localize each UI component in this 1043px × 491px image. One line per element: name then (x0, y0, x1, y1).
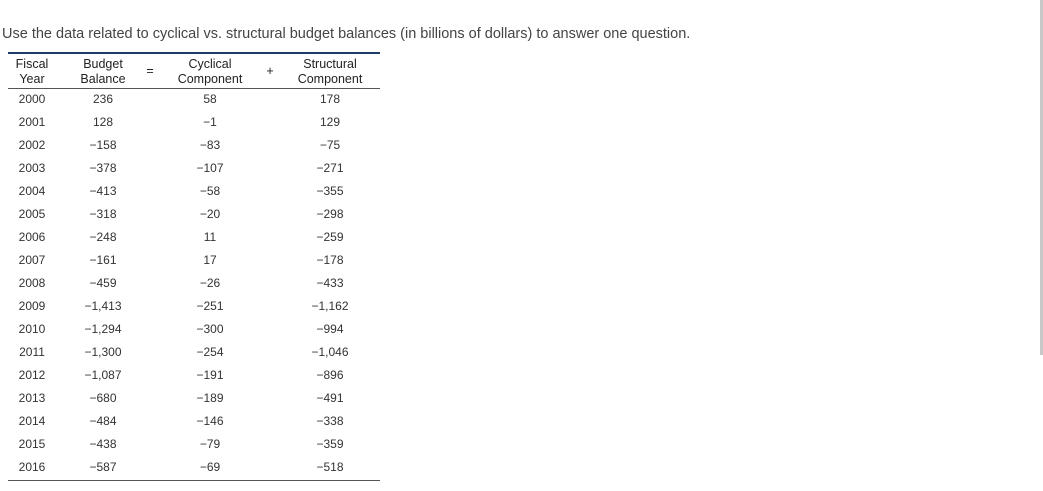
table-cell: 11 (203, 230, 217, 244)
table-cell: 178 (319, 92, 341, 106)
table-cell: −259 (316, 230, 344, 244)
table-cell: 2006 (18, 230, 46, 244)
table-cell: 2001 (18, 115, 46, 129)
table-cell: −491 (316, 391, 344, 405)
table-cell: −518 (316, 460, 344, 474)
table-cell: −158 (89, 138, 117, 152)
header-symbol: + (266, 64, 274, 78)
table-cell: 2002 (18, 138, 46, 152)
table-cell: 2010 (18, 322, 46, 336)
table-cell: −83 (199, 138, 221, 152)
table-cell: 2003 (18, 161, 46, 175)
header-symbol: = (146, 64, 154, 78)
header-cell: Fiscal (15, 57, 49, 71)
table-cell: −896 (316, 368, 344, 382)
table-cell: −1,046 (311, 345, 349, 359)
table-cell: 2000 (18, 92, 46, 106)
table-cell: −680 (89, 391, 117, 405)
table-cell: −146 (196, 414, 224, 428)
table-cell: 2012 (18, 368, 46, 382)
table-cell: −75 (319, 138, 341, 152)
table-cell: −191 (196, 368, 224, 382)
table-cell: −107 (196, 161, 224, 175)
table-cell: 2011 (19, 345, 45, 359)
table-cell: 2009 (18, 299, 46, 313)
table-cell: −254 (196, 345, 224, 359)
table-cell: 2005 (18, 207, 46, 221)
table-cell: −1,294 (84, 322, 122, 336)
table-cell: −359 (316, 437, 344, 451)
header-rule (8, 88, 380, 89)
table-cell: 17 (203, 253, 217, 267)
table-cell: −338 (316, 414, 344, 428)
header-cell: Structural (303, 57, 357, 71)
table-cell: −1 (203, 115, 217, 129)
table-cell: −189 (196, 391, 224, 405)
table-cell: −413 (89, 184, 117, 198)
table-cell: −355 (316, 184, 344, 198)
table-cell: −161 (89, 253, 117, 267)
table-cell: −1,162 (311, 299, 349, 313)
table-cell: −459 (89, 276, 117, 290)
table-cell: −318 (89, 207, 117, 221)
table-cell: 2007 (18, 253, 46, 267)
table-cell: −26 (199, 276, 221, 290)
table-cell: −1,087 (84, 368, 122, 382)
table-cell: −433 (316, 276, 344, 290)
table-cell: −58 (199, 184, 221, 198)
table-cell: −79 (199, 437, 221, 451)
table-cell: 2015 (18, 437, 46, 451)
table-cell: −300 (196, 322, 224, 336)
table-bottom-rule (8, 480, 380, 481)
scrollbar (1040, 0, 1043, 355)
table-cell: 2008 (18, 276, 46, 290)
table-cell: −178 (316, 253, 344, 267)
header-cell: Balance (80, 72, 126, 86)
table-cell: −378 (89, 161, 117, 175)
table-cell: −298 (316, 207, 344, 221)
table-cell: 58 (203, 92, 217, 106)
header-cell: Year (19, 72, 45, 86)
table-cell: 2016 (18, 460, 46, 474)
table-cell: −69 (199, 460, 221, 474)
table-cell: 2013 (18, 391, 46, 405)
table-cell: −251 (196, 299, 224, 313)
table-cell: −587 (89, 460, 117, 474)
intro-text: Use the data related to cyclical vs. str… (2, 26, 691, 42)
table-cell: 236 (92, 92, 114, 106)
table-cell: −1,300 (84, 345, 122, 359)
table-cell: 2004 (18, 184, 46, 198)
table-cell: −438 (89, 437, 117, 451)
table-cell: −20 (199, 207, 221, 221)
table-cell: −1,413 (84, 299, 122, 313)
table-cell: −484 (89, 414, 117, 428)
table-cell: 128 (92, 115, 114, 129)
table-cell: −271 (316, 161, 344, 175)
table-cell: −248 (89, 230, 117, 244)
header-cell: Budget (83, 57, 123, 71)
table-top-rule (8, 52, 380, 54)
header-cell: Component (297, 72, 363, 86)
header-cell: Cyclical (188, 57, 232, 71)
header-cell: Component (177, 72, 243, 86)
table-cell: 129 (319, 115, 341, 129)
table-cell: 2014 (18, 414, 46, 428)
table-cell: −994 (316, 322, 344, 336)
